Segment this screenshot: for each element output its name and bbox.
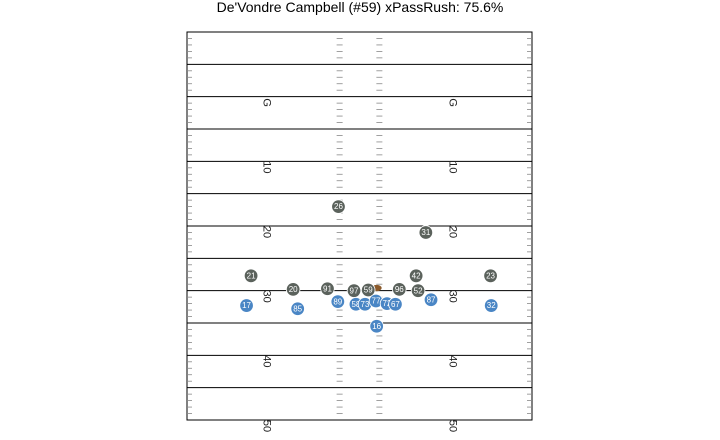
yard-number-label: 30 (446, 291, 458, 303)
player-jersey-label: 91 (323, 284, 332, 293)
player-jersey-label: 21 (247, 271, 256, 280)
yard-number-label: G (446, 98, 458, 107)
player-dot (320, 281, 335, 296)
player-jersey-label: 58 (351, 300, 360, 309)
yard-number-label: 40 (446, 355, 458, 367)
chart-title: De'Vondre Campbell (#59) xPassRush: 75.6… (217, 0, 504, 15)
player-dot (285, 282, 301, 297)
defense-player-31: 31 (418, 225, 434, 240)
player-jersey-label: 67 (391, 300, 400, 309)
player-jersey-label: 42 (412, 271, 421, 280)
player-jersey-label: 32 (487, 301, 496, 310)
player-jersey-label: 96 (395, 285, 404, 294)
offense-player-89: 89 (330, 294, 346, 309)
player-jersey-label: 73 (361, 300, 370, 309)
player-jersey-label: 97 (350, 286, 359, 295)
yard-number-label: 20 (261, 226, 273, 238)
defense-player-21: 21 (243, 268, 259, 283)
player-dot (331, 199, 346, 214)
player-dot (484, 298, 499, 313)
player-jersey-label: 85 (293, 304, 302, 313)
player-jersey-label: 87 (427, 295, 436, 304)
yard-number-label: 40 (261, 355, 273, 367)
player-dot (290, 301, 305, 316)
player-dot (418, 225, 434, 240)
player-dot (243, 268, 259, 283)
player-jersey-label: 77 (372, 297, 381, 306)
player-jersey-label: 26 (334, 202, 343, 211)
player-jersey-label: 59 (364, 286, 373, 295)
player-dot (408, 268, 424, 283)
yard-number-label: 10 (446, 161, 458, 173)
defense-player-26: 26 (331, 199, 346, 214)
defense-player-23: 23 (483, 268, 498, 283)
player-jersey-label: 31 (421, 228, 430, 237)
player-dot (239, 298, 254, 313)
player-dot (410, 283, 426, 298)
player-jersey-label: 89 (333, 297, 342, 306)
yard-number-label: 20 (446, 226, 458, 238)
football-field: G G 10 10 20 20 30 30 40 40 50 50 (186, 31, 533, 432)
defense-player-96: 96 (392, 282, 407, 297)
defense-player-97: 97 (346, 283, 362, 298)
player-jersey-label: 52 (414, 286, 423, 295)
defense-player-59: 59 (361, 282, 376, 298)
player-jersey-label: 16 (372, 322, 381, 331)
offense-player-85: 85 (290, 301, 305, 316)
yard-number-label: 30 (261, 291, 273, 303)
player-jersey-label: 23 (486, 271, 495, 280)
player-dot (483, 268, 498, 283)
player-markers: 26 31 21 42 23 20 91 97 59 96 52 17 85 89 58 73 77 72 67 87… (239, 199, 499, 334)
offense-player-17: 17 (239, 298, 254, 313)
yard-number-label: G (261, 98, 273, 107)
player-jersey-label: 17 (242, 301, 251, 310)
yard-number-label: 10 (261, 161, 273, 173)
offense-player-16: 16 (369, 319, 384, 334)
player-dot (423, 292, 439, 307)
offense-player-87: 87 (423, 292, 439, 307)
offense-player-32: 32 (484, 298, 499, 313)
offense-player-67: 67 (388, 297, 403, 312)
defense-player-52: 52 (410, 283, 426, 298)
player-dot (361, 282, 376, 298)
player-jersey-label: 20 (289, 285, 298, 294)
defense-player-20: 20 (285, 282, 301, 297)
player-dot (388, 297, 403, 312)
yard-number-label: 50 (261, 420, 273, 432)
player-dot (330, 294, 346, 309)
player-dot (392, 282, 407, 297)
player-dot (369, 319, 384, 334)
yard-number-label: 50 (446, 420, 458, 432)
defense-player-42: 42 (408, 268, 424, 283)
player-jersey-label: 72 (383, 299, 392, 308)
defense-player-91: 91 (320, 281, 335, 296)
